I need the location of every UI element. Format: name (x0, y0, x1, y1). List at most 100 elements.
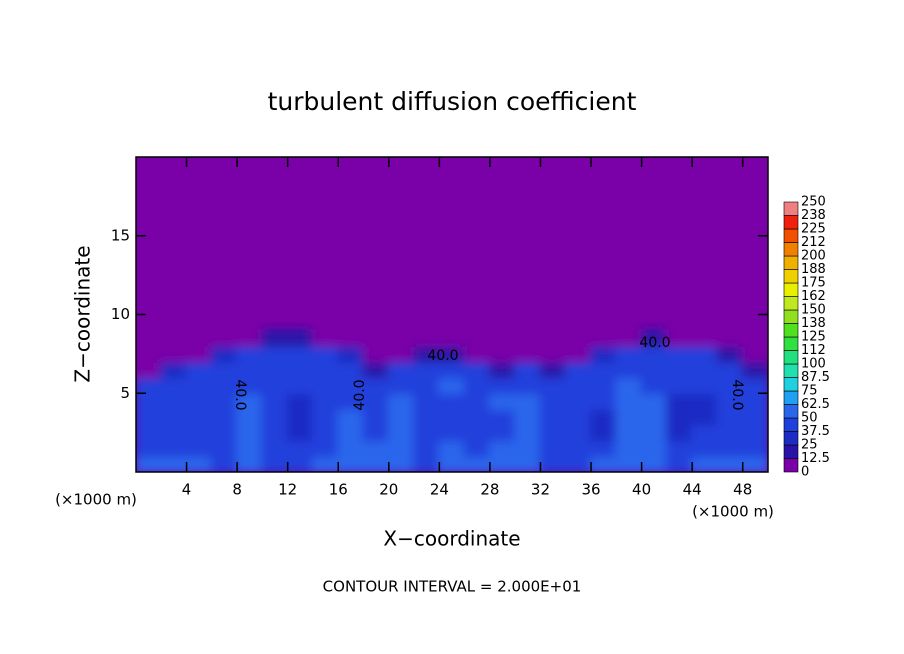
colorbar-label: 200 (801, 249, 826, 264)
cell (261, 423, 289, 442)
colorbar-band (783, 444, 799, 459)
cell (514, 360, 542, 379)
cell (463, 455, 491, 472)
cell (590, 360, 618, 379)
cell (716, 329, 744, 347)
cell (463, 423, 491, 442)
cell (514, 376, 542, 395)
cell (539, 329, 567, 347)
x-tick-label: 12 (278, 481, 297, 499)
cell (286, 439, 314, 458)
cell (210, 455, 239, 472)
cell (691, 392, 719, 410)
cell (185, 408, 213, 426)
cell (640, 345, 668, 363)
colorbar-label: 37.5 (801, 424, 830, 439)
colorbar-label: 100 (801, 357, 826, 372)
cell (590, 329, 618, 347)
cell (488, 423, 517, 442)
cell (413, 345, 441, 363)
colorbar-band (783, 282, 799, 297)
cell (590, 392, 618, 410)
cell (311, 408, 340, 426)
cell (539, 360, 567, 379)
contour-label: 40.0 (729, 379, 745, 410)
cell (337, 360, 365, 379)
cell (160, 439, 188, 458)
cell (539, 455, 567, 472)
cell (337, 392, 365, 410)
cell (387, 423, 416, 442)
cell (665, 376, 694, 395)
cell (160, 408, 188, 426)
cell (261, 376, 289, 395)
cell (716, 360, 744, 379)
cell (438, 423, 466, 442)
colorbar-label: 75 (801, 384, 818, 399)
cell (387, 329, 416, 347)
cell (261, 439, 289, 458)
cell (438, 439, 466, 458)
colorbar-label: 250 (801, 195, 826, 210)
cell (185, 439, 213, 458)
cell (136, 360, 163, 379)
cell (236, 439, 264, 458)
cell (136, 455, 163, 472)
cell (236, 360, 264, 379)
cell (741, 329, 768, 347)
colorbar-band (783, 242, 799, 257)
colorbar-band (783, 309, 799, 324)
cell (438, 392, 466, 410)
contour-label: 40.0 (352, 379, 368, 410)
colorbar-label: 25 (801, 438, 818, 453)
cell (615, 392, 643, 410)
x-tick-label: 48 (733, 481, 752, 499)
cell (185, 376, 213, 395)
cell (539, 345, 567, 363)
cell (362, 345, 390, 363)
cell (539, 376, 567, 395)
cell (261, 408, 289, 426)
cell (488, 345, 517, 363)
cell (488, 455, 517, 472)
cell (136, 345, 163, 363)
footer: CONTOUR INTERVAL = 2.000E+01 (323, 578, 582, 596)
cell (413, 392, 441, 410)
cell (590, 345, 618, 363)
cell (741, 376, 768, 395)
cell (564, 376, 593, 395)
cell (716, 455, 744, 472)
cell (564, 439, 593, 458)
cell (136, 408, 163, 426)
cell (665, 360, 694, 379)
cell (463, 439, 491, 458)
y-tick-label: 5 (120, 384, 130, 402)
cell (716, 423, 744, 442)
cell (488, 392, 517, 410)
cell (387, 439, 416, 458)
cell (185, 423, 213, 442)
cell (615, 360, 643, 379)
cell (665, 439, 694, 458)
cell (136, 329, 163, 347)
cell (716, 376, 744, 395)
cell (539, 408, 567, 426)
cell (236, 345, 264, 363)
cell (413, 423, 441, 442)
cell (665, 345, 694, 363)
cell (539, 423, 567, 442)
cell (615, 329, 643, 347)
cell (362, 439, 390, 458)
cell (716, 408, 744, 426)
cell (362, 360, 390, 379)
cell (337, 345, 365, 363)
cell (615, 455, 643, 472)
x-tick-label: 32 (531, 481, 550, 499)
contour-label: 40.0 (639, 335, 670, 351)
cell (741, 360, 768, 379)
cell (691, 455, 719, 472)
cell (387, 392, 416, 410)
x-tick-label: 36 (581, 481, 600, 499)
cell (640, 423, 668, 442)
cell (387, 345, 416, 363)
